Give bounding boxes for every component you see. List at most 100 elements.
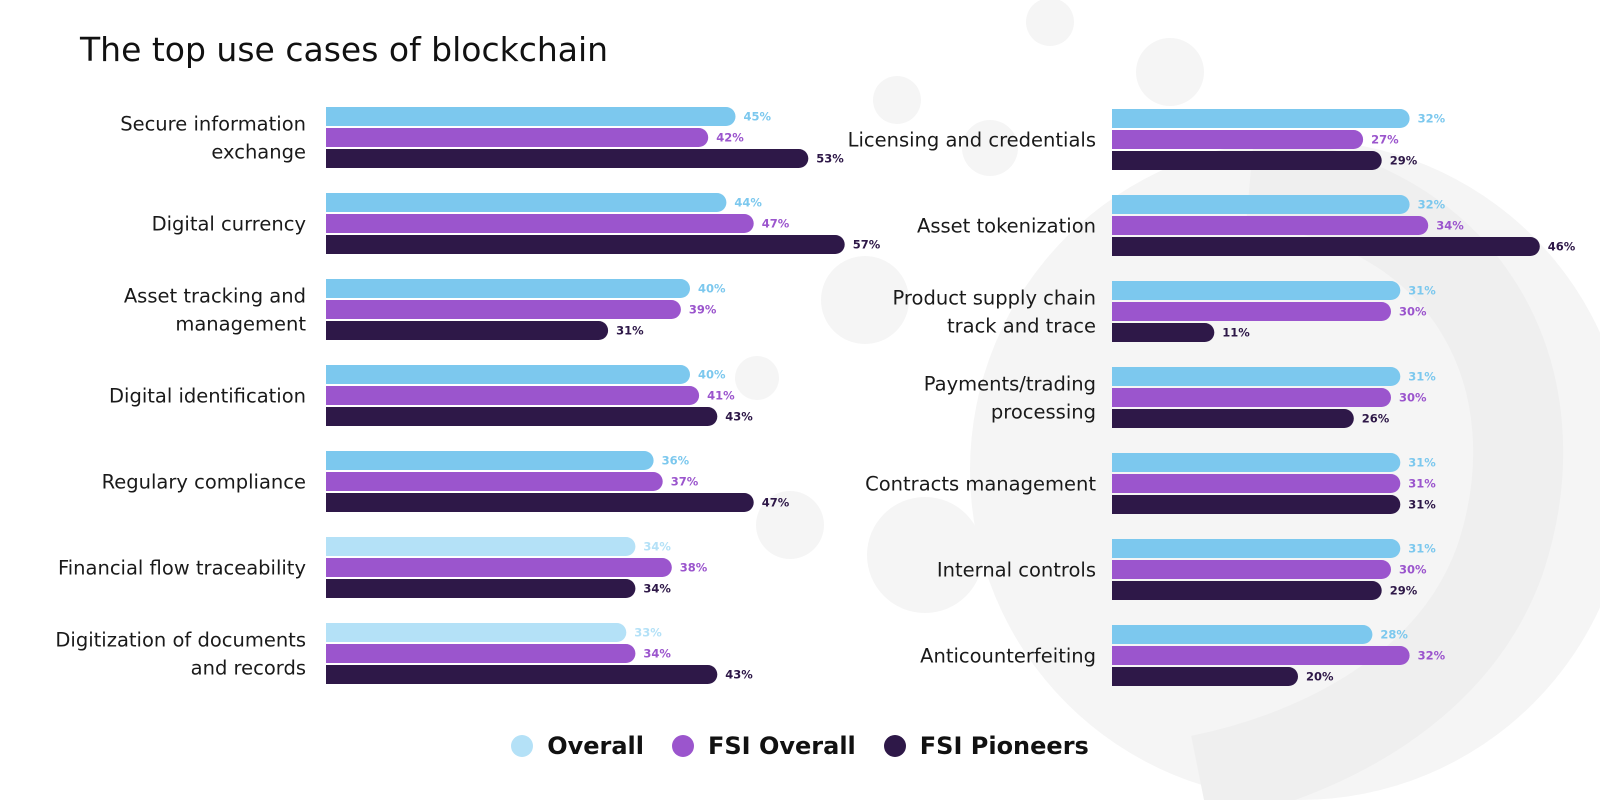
bar-overall-regulary-compliance <box>326 451 654 470</box>
value-label-fsi-overall-anticounterfeiting: 32% <box>1418 649 1446 663</box>
value-label-overall-contracts-management: 31% <box>1408 456 1436 470</box>
value-label-fsi-pioneers-internal-controls: 29% <box>1390 584 1418 598</box>
bar-fsi-overall-product-supply-chain-track-and-trace <box>1112 302 1391 321</box>
category-label-regulary-compliance: Regulary compliance <box>102 471 306 494</box>
bar-overall-digital-currency <box>326 193 727 212</box>
legend-item-overall: Overall <box>511 732 644 760</box>
value-label-fsi-pioneers-secure-information-exchange: 53% <box>816 152 844 166</box>
bar-fsi-pioneers-internal-controls <box>1112 581 1382 600</box>
bar-fsi-overall-financial-flow-traceability <box>326 558 672 577</box>
bar-overall-digitization-of-documents-and-records <box>326 623 627 642</box>
value-label-overall-digitization-of-documents-and-records: 33% <box>634 626 662 640</box>
value-label-overall-digital-currency: 44% <box>734 196 762 210</box>
value-label-fsi-overall-product-supply-chain-track-and-trace: 30% <box>1399 305 1427 319</box>
value-label-fsi-overall-regulary-compliance: 37% <box>671 475 699 489</box>
value-label-fsi-overall-asset-tracking-and-management: 39% <box>689 303 717 317</box>
value-label-fsi-pioneers-regulary-compliance: 47% <box>762 496 790 510</box>
category-label-digital-identification: Digital identification <box>109 385 306 408</box>
category-label-digital-currency: Digital currency <box>152 213 306 236</box>
bar-fsi-overall-payments-trading-processing <box>1112 388 1391 407</box>
bar-fsi-pioneers-digital-identification <box>326 407 718 426</box>
bar-fsi-pioneers-licensing-and-credentials <box>1112 151 1382 170</box>
bar-fsi-overall-regulary-compliance <box>326 472 663 491</box>
value-label-fsi-overall-asset-tokenization: 34% <box>1436 219 1464 233</box>
value-label-fsi-pioneers-financial-flow-traceability: 34% <box>643 582 671 596</box>
legend-label-fsi-pioneers: FSI Pioneers <box>919 732 1089 760</box>
value-label-fsi-pioneers-product-supply-chain-track-and-trace: 11% <box>1222 326 1250 340</box>
bar-fsi-overall-digital-identification <box>326 386 700 405</box>
value-label-fsi-overall-secure-information-exchange: 42% <box>716 131 744 145</box>
category-label-secure-information-exchange: Secure information exchange <box>120 113 306 164</box>
value-label-fsi-overall-digital-identification: 41% <box>707 389 735 403</box>
legend-swatch-fsi-pioneers <box>883 735 906 757</box>
category-label-anticounterfeiting: Anticounterfeiting <box>920 645 1096 668</box>
bar-fsi-overall-secure-information-exchange <box>326 128 709 147</box>
value-label-fsi-overall-digitization-of-documents-and-records: 34% <box>643 647 671 661</box>
bar-fsi-pioneers-contracts-management <box>1112 495 1401 514</box>
value-label-fsi-overall-contracts-management: 31% <box>1408 477 1436 491</box>
category-label-asset-tokenization: Asset tokenization <box>917 215 1096 238</box>
value-label-fsi-pioneers-digital-identification: 43% <box>725 410 753 424</box>
category-label-payments-trading-processing: Payments/trading processing <box>924 373 1096 424</box>
category-label-internal-controls: Internal controls <box>937 559 1096 582</box>
category-label-product-supply-chain-track-and-trace: Product supply chain track and trace <box>893 287 1096 338</box>
bar-fsi-pioneers-asset-tracking-and-management <box>326 321 609 340</box>
value-label-overall-licensing-and-credentials: 32% <box>1418 112 1446 126</box>
legend-label-fsi-overall: FSI Overall <box>708 732 856 760</box>
value-label-fsi-pioneers-digitization-of-documents-and-records: 43% <box>725 668 753 682</box>
value-label-overall-product-supply-chain-track-and-trace: 31% <box>1408 284 1436 298</box>
bar-fsi-pioneers-regulary-compliance <box>326 493 754 512</box>
bar-overall-digital-identification <box>326 365 690 384</box>
value-label-fsi-pioneers-licensing-and-credentials: 29% <box>1390 154 1418 168</box>
bar-overall-licensing-and-credentials <box>1112 109 1410 128</box>
value-label-overall-financial-flow-traceability: 34% <box>643 540 671 554</box>
value-label-fsi-overall-financial-flow-traceability: 38% <box>680 561 708 575</box>
bar-fsi-overall-licensing-and-credentials <box>1112 130 1364 149</box>
legend: Overall FSI Overall FSI Pioneers <box>0 732 1600 760</box>
bar-overall-contracts-management <box>1112 453 1401 472</box>
bar-fsi-overall-asset-tracking-and-management <box>326 300 681 319</box>
value-label-overall-payments-trading-processing: 31% <box>1408 370 1436 384</box>
category-label-asset-tracking-and-management: Asset tracking and management <box>124 285 307 336</box>
value-label-fsi-pioneers-asset-tracking-and-management: 31% <box>616 324 644 338</box>
legend-swatch-fsi-overall <box>672 735 694 757</box>
bar-fsi-pioneers-product-supply-chain-track-and-trace <box>1112 323 1215 342</box>
bar-overall-asset-tokenization <box>1112 195 1410 214</box>
bar-overall-asset-tracking-and-management <box>326 279 690 298</box>
value-label-fsi-pioneers-anticounterfeiting: 20% <box>1306 670 1334 684</box>
bar-fsi-overall-asset-tokenization <box>1112 216 1429 235</box>
value-label-overall-regulary-compliance: 36% <box>662 454 690 468</box>
bar-overall-internal-controls <box>1112 539 1401 558</box>
category-label-contracts-management: Contracts management <box>865 473 1096 496</box>
value-label-fsi-pioneers-asset-tokenization: 46% <box>1548 240 1576 254</box>
legend-label-overall: Overall <box>547 732 644 760</box>
bar-fsi-overall-anticounterfeiting <box>1112 646 1410 665</box>
category-label-licensing-and-credentials: Licensing and credentials <box>848 129 1096 152</box>
value-label-fsi-pioneers-payments-trading-processing: 26% <box>1362 412 1390 426</box>
value-label-overall-asset-tokenization: 32% <box>1418 198 1446 212</box>
value-label-overall-secure-information-exchange: 45% <box>744 110 772 124</box>
value-label-fsi-overall-internal-controls: 30% <box>1399 563 1427 577</box>
bar-fsi-pioneers-payments-trading-processing <box>1112 409 1354 428</box>
value-label-fsi-pioneers-digital-currency: 57% <box>853 238 881 252</box>
value-label-fsi-overall-licensing-and-credentials: 27% <box>1371 133 1399 147</box>
legend-item-fsi-overall: FSI Overall <box>672 732 856 760</box>
legend-swatch-overall <box>511 735 534 757</box>
bar-fsi-pioneers-digital-currency <box>326 235 845 254</box>
bar-overall-secure-information-exchange <box>326 107 736 126</box>
bar-fsi-overall-digital-currency <box>326 214 754 233</box>
bar-fsi-pioneers-asset-tokenization <box>1112 237 1540 256</box>
value-label-fsi-overall-digital-currency: 47% <box>762 217 790 231</box>
bar-overall-product-supply-chain-track-and-trace <box>1112 281 1401 300</box>
category-label-financial-flow-traceability: Financial flow traceability <box>58 557 306 580</box>
value-label-fsi-pioneers-contracts-management: 31% <box>1408 498 1436 512</box>
bar-fsi-pioneers-digitization-of-documents-and-records <box>326 665 718 684</box>
chart-panel-2: Licensing and credentials 32% 27% 29% Asset … <box>848 109 1576 686</box>
chart-title: The top use cases of blockchain <box>80 30 609 69</box>
bar-overall-financial-flow-traceability <box>326 537 636 556</box>
legend-item-fsi-pioneers: FSI Pioneers <box>883 732 1089 760</box>
value-label-overall-anticounterfeiting: 28% <box>1380 628 1408 642</box>
bar-fsi-overall-contracts-management <box>1112 474 1401 493</box>
bar-fsi-overall-digitization-of-documents-and-records <box>326 644 636 663</box>
